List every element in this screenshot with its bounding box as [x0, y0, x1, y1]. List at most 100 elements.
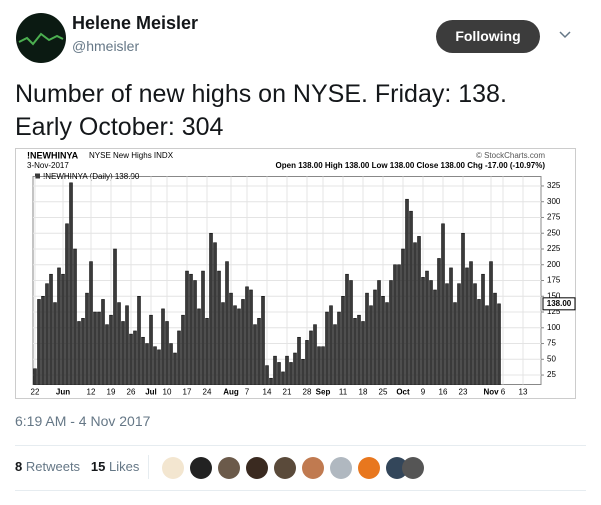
x-tick-label: Oct: [396, 388, 410, 397]
bar: [305, 340, 309, 385]
x-tick-label: 7: [245, 388, 250, 397]
bar: [473, 283, 477, 385]
bar: [173, 352, 177, 385]
bar: [373, 289, 377, 385]
bar: [317, 346, 321, 385]
bar: [309, 330, 313, 385]
menu-chevron[interactable]: [558, 30, 572, 40]
bar: [153, 346, 157, 385]
bar: [81, 318, 85, 385]
bar: [217, 270, 221, 385]
bar: [245, 286, 249, 385]
bar: [281, 371, 285, 385]
chart-source: © StockCharts.com: [476, 151, 545, 160]
x-tick-label: 26: [127, 388, 136, 397]
x-tick-label: Jul: [145, 388, 157, 397]
bar: [141, 336, 145, 385]
bar: [445, 283, 449, 385]
bar: [225, 261, 229, 385]
bar: [193, 280, 197, 385]
divider: [15, 490, 586, 491]
x-tick-label: 24: [203, 388, 212, 397]
bar: [41, 296, 45, 385]
bar: [205, 318, 209, 385]
like-count[interactable]: 15: [90, 459, 106, 474]
x-tick-label: 12: [87, 388, 96, 397]
bar: [229, 292, 233, 385]
x-tick-label: 19: [107, 388, 116, 397]
bar: [425, 270, 429, 385]
bar: [341, 296, 345, 385]
author-name[interactable]: Helene Meisler: [72, 13, 199, 33]
bar: [97, 311, 101, 385]
y-tick-label: 225: [547, 244, 561, 253]
bar: [121, 321, 125, 385]
bar: [301, 359, 305, 385]
x-tick-label: Sep: [316, 388, 331, 397]
bar: [409, 210, 413, 385]
bar: [421, 277, 425, 385]
x-tick-label: 22: [31, 388, 40, 397]
follow-button[interactable]: Following: [436, 20, 540, 53]
bar: [449, 267, 453, 385]
x-tick-label: 10: [163, 388, 172, 397]
bar: [461, 232, 465, 385]
bar: [125, 305, 129, 385]
bar: [469, 261, 473, 385]
y-tick-label: 50: [547, 354, 556, 363]
liker-avatars[interactable]: [160, 455, 425, 481]
bar: [437, 258, 441, 385]
like-label[interactable]: Likes: [109, 459, 140, 474]
bar: [157, 349, 161, 385]
bar: [109, 314, 113, 385]
chart-quote: Open 138.00 High 138.00 Low 138.00 Close…: [276, 161, 546, 170]
x-tick-label: 23: [459, 388, 468, 397]
bar: [277, 362, 281, 385]
bar: [33, 368, 37, 385]
avatar[interactable]: [15, 12, 67, 64]
bar: [49, 273, 53, 385]
bar: [129, 333, 133, 385]
bar: [257, 318, 261, 385]
bar: [357, 314, 361, 385]
bar: [365, 292, 369, 385]
bar: [165, 321, 169, 385]
bar: [397, 264, 401, 385]
chart-title: !NEWHINYA: [27, 150, 79, 160]
bar: [149, 314, 153, 385]
bar: [145, 343, 149, 385]
bar: [285, 355, 289, 385]
x-tick-label: 6: [501, 388, 506, 397]
timestamp[interactable]: 6:19 AM - 4 Nov 2017: [15, 413, 151, 429]
stats: 8 Retweets 15 Likes: [15, 459, 139, 474]
bar: [137, 296, 141, 385]
bar: [273, 355, 277, 385]
retweet-label[interactable]: Retweets: [25, 459, 81, 474]
bar: [465, 267, 469, 385]
retweet-count[interactable]: 8: [15, 459, 23, 474]
bar: [345, 273, 349, 385]
tweet-text: Number of new highs on NYSE. Friday: 138…: [15, 80, 507, 141]
y-tick-label: 150: [547, 291, 561, 300]
bar: [237, 308, 241, 385]
bar: [485, 305, 489, 385]
bar: [413, 242, 417, 385]
bar: [433, 289, 437, 385]
bar: [169, 343, 173, 385]
bar: [181, 314, 185, 385]
bar: [57, 267, 61, 385]
bar: [401, 248, 405, 385]
bar: [249, 289, 253, 385]
bar: [481, 273, 485, 385]
bar: [441, 223, 445, 385]
author-handle[interactable]: @hmeisler: [72, 38, 140, 54]
y-tick-label: 75: [547, 339, 556, 348]
bar: [53, 302, 57, 385]
x-tick-label: Jun: [56, 388, 70, 397]
bar: [389, 280, 393, 385]
bar: [361, 321, 365, 385]
bar: [161, 308, 165, 385]
last-value-tag: [542, 297, 576, 311]
chart-subtitle: NYSE New Highs INDX: [89, 151, 174, 160]
